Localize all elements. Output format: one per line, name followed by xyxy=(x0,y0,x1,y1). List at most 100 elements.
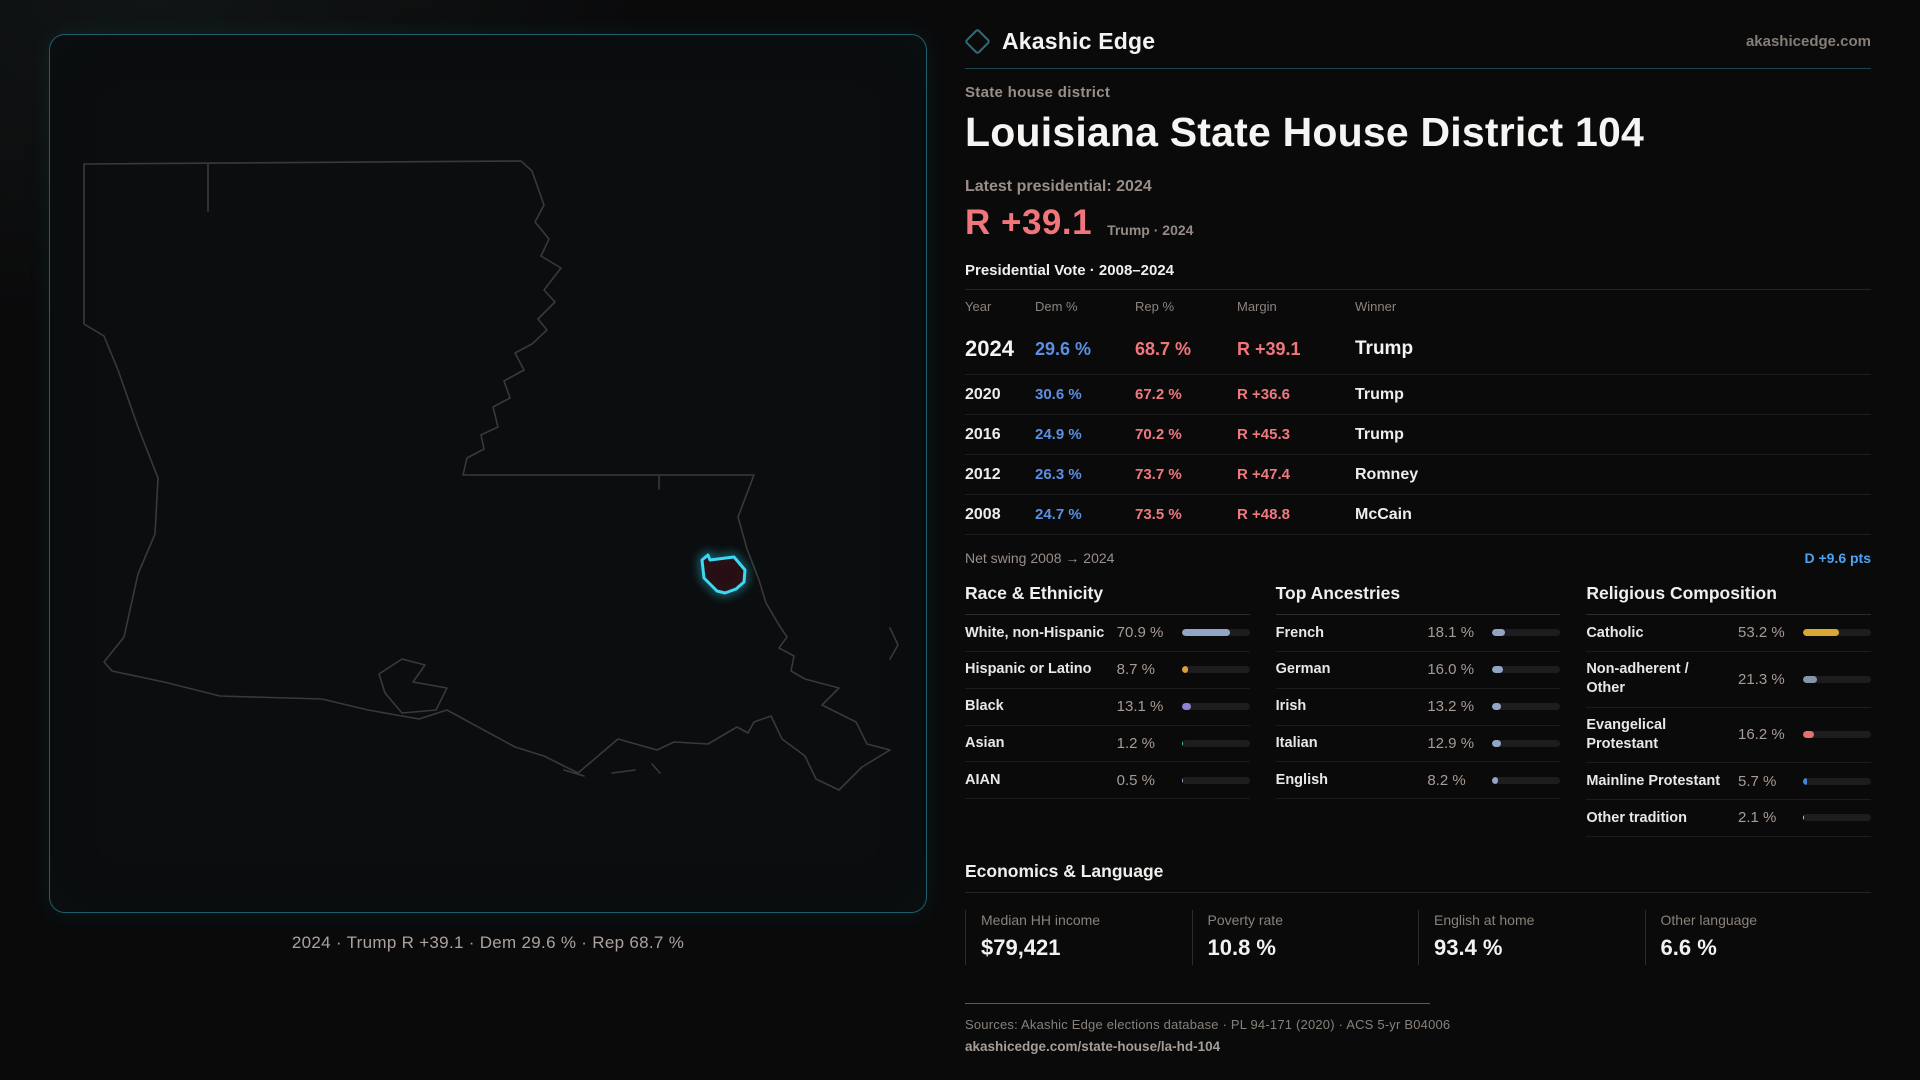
demographic-value: 13.1 % xyxy=(1116,698,1164,716)
demographic-bar-fill xyxy=(1181,776,1183,784)
louisiana-map xyxy=(83,160,899,791)
table-header-row: Year Dem % Rep % Margin Winner xyxy=(965,290,1871,324)
demographic-row: Irish 13.2 % xyxy=(1275,689,1561,726)
cell-margin: R +48.8 xyxy=(1237,506,1290,523)
economics-section: Economics & Language Median HH income $7… xyxy=(965,861,1871,965)
demographics-column: Race & Ethnicity White, non-Hispanic 70.9 … xyxy=(965,583,1250,837)
brand-name: Akashic Edge xyxy=(1002,28,1156,54)
cell-dem: 30.6 % xyxy=(1035,386,1082,403)
demographic-value: 2.1 % xyxy=(1737,809,1777,827)
presidential-vote-table: Year Dem % Rep % Margin Winner 2024 29.6… xyxy=(965,289,1871,535)
brand-domain-link[interactable]: akashicedge.com xyxy=(1745,33,1871,50)
demographic-label: Non-adherent / Other xyxy=(1586,661,1689,697)
demographic-value: 18.1 % xyxy=(1427,624,1475,642)
demographic-bar-track xyxy=(1181,703,1250,711)
demographic-row: French 18.1 % xyxy=(1275,615,1561,652)
stat-english-at-home: English at home 93.4 % xyxy=(1418,909,1645,965)
demographic-value: 16.0 % xyxy=(1427,661,1475,679)
demographic-bar-track xyxy=(1181,666,1250,674)
cell-winner: Trump xyxy=(1355,338,1414,359)
demographic-bar-track xyxy=(1802,814,1871,822)
brand: Akashic Edge xyxy=(964,28,1156,55)
cell-rep: 67.2 % xyxy=(1135,386,1182,403)
demographics-column: Religious Composition Catholic 53.2 % Non-a… xyxy=(1586,583,1871,837)
demographic-value: 12.9 % xyxy=(1427,734,1475,752)
col-header-winner: Winner xyxy=(1355,299,1397,314)
demographic-bar-track xyxy=(1492,776,1561,784)
demographic-bar-track xyxy=(1492,703,1561,711)
demographic-row: White, non-Hispanic 70.9 % xyxy=(965,615,1250,652)
demographic-bar-track xyxy=(1181,776,1250,784)
economics-stats: Median HH income $79,421 Poverty rate 10… xyxy=(965,909,1872,965)
stat-poverty-rate: Poverty rate 10.8 % xyxy=(1191,909,1419,965)
net-swing-label: Net swing 2008 → 2024 xyxy=(965,550,1115,566)
demographic-label: Hispanic or Latino xyxy=(965,661,1092,678)
col-header-year: Year xyxy=(965,299,992,314)
cell-winner: Trump xyxy=(1355,425,1404,443)
col-header-margin: Margin xyxy=(1237,299,1277,314)
demographic-label: Asian xyxy=(965,735,1005,752)
demographic-bar-track xyxy=(1492,629,1561,637)
demographic-row: Evangelical Protestant 16.2 % xyxy=(1586,708,1871,764)
cell-rep: 73.5 % xyxy=(1135,506,1182,523)
demographic-label: Other tradition xyxy=(1586,809,1688,826)
demographics-column-title: Race & Ethnicity xyxy=(965,583,1250,615)
demographic-value: 53.2 % xyxy=(1737,624,1785,642)
permalink-url[interactable]: akashicedge.com/state-house/la-hd-104 xyxy=(965,1038,1221,1054)
map-panel xyxy=(49,34,927,913)
demographic-bar-track xyxy=(1802,629,1871,637)
stat-label: Other language xyxy=(1660,911,1758,928)
map-caption: 2024 · Trump R +39.1 · Dem 29.6 % · Rep … xyxy=(291,933,685,952)
sources-text: Sources: Akashic Edge elections database… xyxy=(965,1016,1451,1032)
stat-value: $79,421 xyxy=(981,934,1061,960)
demographics-grid: Race & Ethnicity White, non-Hispanic 70.9 … xyxy=(965,583,1871,837)
brand-diamond-icon xyxy=(964,28,991,55)
headline-margin: R +39.1 Trump · 2024 xyxy=(965,203,1871,243)
stat-label: Median HH income xyxy=(981,911,1101,928)
map-section: 2024 · Trump R +39.1 · Dem 29.6 % · Rep … xyxy=(49,34,927,953)
demographic-bar-fill xyxy=(1802,629,1840,637)
cell-margin: R +36.6 xyxy=(1237,386,1290,403)
demographic-bar-fill xyxy=(1181,703,1191,711)
stat-label: English at home xyxy=(1434,911,1535,928)
demographic-label: Italian xyxy=(1275,735,1318,752)
demographic-bar-fill xyxy=(1492,703,1502,711)
cell-winner: McCain xyxy=(1355,505,1412,523)
demographics-column: Top Ancestries French 18.1 % German 16.0 % Ir… xyxy=(1275,583,1561,837)
demographic-row: Other tradition 2.1 % xyxy=(1586,800,1871,837)
table-row: 2008 24.7 % 73.5 % R +48.8 McCain xyxy=(965,495,1871,535)
demographic-value: 8.7 % xyxy=(1116,661,1156,679)
demographic-row: AIAN 0.5 % xyxy=(965,762,1250,800)
cell-year: 2012 xyxy=(965,465,1001,483)
demographic-row: Asian 1.2 % xyxy=(965,726,1250,763)
demographic-value: 70.9 % xyxy=(1116,624,1164,642)
margin-value: R +39.1 xyxy=(965,203,1093,242)
demographic-value: 5.7 % xyxy=(1737,772,1777,790)
demographic-bar-fill xyxy=(1802,777,1807,785)
main-content: Akashic Edge akashicedge.com State house… xyxy=(964,28,1871,1054)
kicker: State house district xyxy=(965,84,1111,101)
cell-year: 2016 xyxy=(965,425,1001,443)
cell-rep: 68.7 % xyxy=(1135,338,1192,359)
demographic-row: Black 13.1 % xyxy=(965,689,1250,726)
demographic-bar-fill xyxy=(1802,731,1814,739)
demographic-label: Evangelical Protestant xyxy=(1586,717,1667,752)
cell-winner: Trump xyxy=(1355,385,1404,403)
demographic-bar-track xyxy=(1802,675,1871,683)
table-row: 2020 30.6 % 67.2 % R +36.6 Trump xyxy=(965,375,1871,415)
stat-median-income: Median HH income $79,421 xyxy=(965,909,1192,965)
cell-rep: 73.7 % xyxy=(1135,466,1182,483)
demographic-bar-fill xyxy=(1492,776,1498,784)
demographic-bar-fill xyxy=(1181,666,1188,674)
header: Akashic Edge akashicedge.com xyxy=(964,28,1871,69)
cell-year: 2008 xyxy=(965,505,1001,523)
cell-winner: Romney xyxy=(1355,465,1419,483)
demographic-label: German xyxy=(1275,661,1331,678)
demographic-bar-fill xyxy=(1492,739,1502,747)
cell-margin: R +47.4 xyxy=(1237,466,1290,483)
demographic-value: 21.3 % xyxy=(1737,670,1785,688)
demographic-bar-track xyxy=(1802,777,1871,785)
stat-other-language: Other language 6.6 % xyxy=(1644,909,1872,965)
demographics-column-title: Religious Composition xyxy=(1586,583,1871,615)
demographic-row: German 16.0 % xyxy=(1275,652,1561,689)
